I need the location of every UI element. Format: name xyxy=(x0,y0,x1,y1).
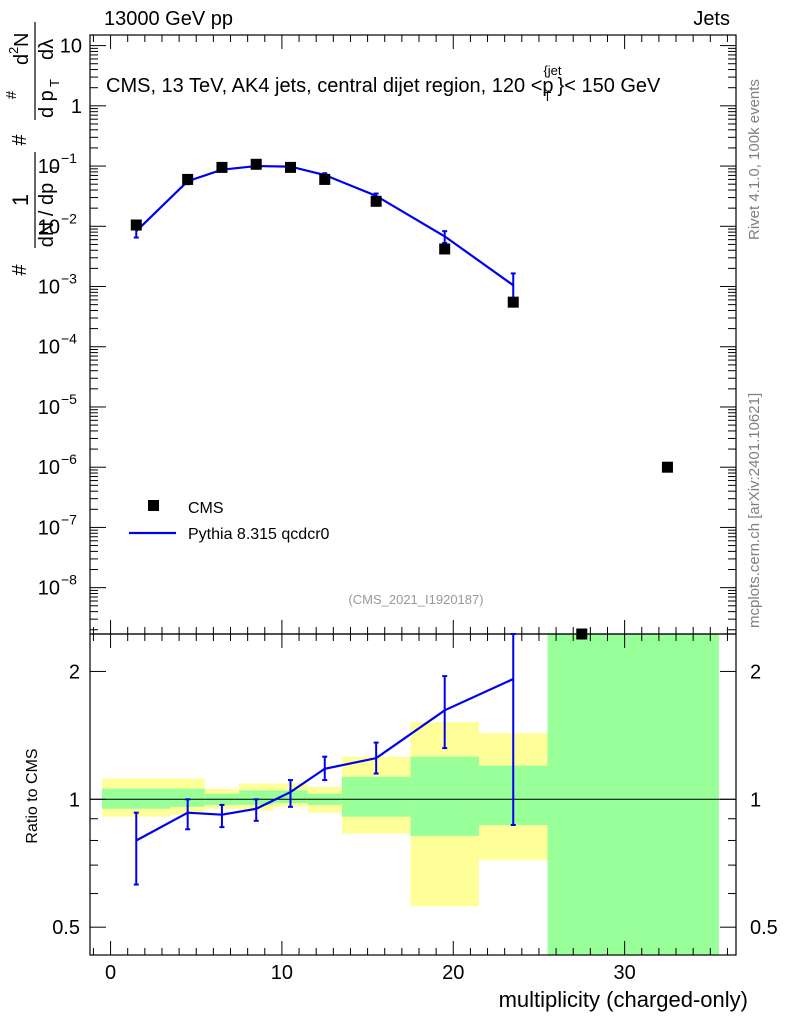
y-tick-label-base: 10 xyxy=(38,578,60,600)
ratio-band-green xyxy=(341,776,411,817)
y-tick-label-exponent: −4 xyxy=(61,331,77,347)
cms-marker xyxy=(284,161,296,173)
y-axis-label-part: N xyxy=(11,33,33,47)
y-axis-label-part: dλ xyxy=(36,39,58,60)
y-tick-label: 10 −7 xyxy=(38,511,77,539)
plot-title: CMS, 13 TeV, AK4 jets, central dijet reg… xyxy=(106,63,661,104)
y-tick-label-exponent: −8 xyxy=(61,572,77,588)
ratio-band-green xyxy=(239,790,274,805)
y-tick-label-base: 10 xyxy=(38,457,60,479)
ratio-band-green xyxy=(547,634,719,955)
analysis-tag: (CMS_2021_I1920187) xyxy=(348,592,483,607)
cms-marker xyxy=(130,219,142,231)
y-tick-label-base: 10 xyxy=(38,156,60,178)
cms-marker xyxy=(507,296,519,308)
x-tick-label: 20 xyxy=(442,962,464,984)
y-tick-label: 1 xyxy=(71,96,82,118)
y-tick-label: 10 −3 xyxy=(38,271,77,299)
y-tick-label-base: 10 xyxy=(38,337,60,359)
x-tick-label: 0 xyxy=(105,962,116,984)
legend-marker-cms xyxy=(148,500,159,511)
cms-marker xyxy=(370,195,382,207)
y-tick-label-exponent: −2 xyxy=(61,210,77,226)
header-right: Jets xyxy=(693,8,730,30)
rivet-label: Rivet 4.1.0, 100k events xyxy=(746,79,763,240)
y-axis-label-part: 2 xyxy=(6,47,21,54)
y-tick-label-base: 10 xyxy=(38,517,60,539)
y-tick-label: 10 −1 xyxy=(38,150,77,178)
cms-marker xyxy=(661,461,673,473)
ratio-y-tick-label-left: 2 xyxy=(69,661,80,683)
ratio-band-green xyxy=(410,756,479,836)
y-tick-label: 10 −5 xyxy=(38,391,77,419)
ratio-y-tick-label-left: 1 xyxy=(69,789,80,811)
y-tick-label-base: 10 xyxy=(38,397,60,419)
ratio-y-tick-label-right: 1 xyxy=(750,789,761,811)
legend: CMS Pythia 8.315 qcdcr0 xyxy=(129,500,330,543)
ratio-y-tick-label-left: 0.5 xyxy=(52,917,80,939)
ratio-band-green xyxy=(101,788,171,809)
y-tick-label: 10 −2 xyxy=(38,210,77,238)
x-axis-label: multiplicity (charged-only) xyxy=(499,987,748,1012)
cms-marker xyxy=(250,158,262,170)
ratio-y-tick-label-right: 2 xyxy=(750,661,761,683)
legend-label-pythia: Pythia 8.315 qcdcr0 xyxy=(188,526,330,543)
y-tick-label: 10 xyxy=(60,36,82,58)
ratio-y-axis-label: Ratio to CMS xyxy=(24,748,41,843)
y-tick-label-exponent: −3 xyxy=(61,271,77,287)
ratio-y-tick-label-right: 0.5 xyxy=(750,917,778,939)
x-tick-label: 30 xyxy=(613,962,635,984)
header-left: 13000 GeV pp xyxy=(104,8,233,30)
y-tick-label: 10 −8 xyxy=(38,572,77,600)
y-tick-label-exponent: −5 xyxy=(61,391,77,407)
y-tick-label-base: 10 xyxy=(60,36,82,58)
ratio-panel-frame xyxy=(89,633,737,956)
mcplots-label: mcplots.cern.ch [arXiv:2401.10621] xyxy=(746,392,763,628)
y-axis-label-part: d xyxy=(11,54,33,65)
y-axis-label-part: dN / dp xyxy=(36,183,58,247)
y-axis-label-part: 1 xyxy=(8,194,33,206)
y-tick-label-exponent: −1 xyxy=(61,150,77,166)
cms-marker xyxy=(439,243,451,255)
y-tick-label: 10 −6 xyxy=(38,451,77,479)
x-tick-label: 10 xyxy=(271,962,293,984)
y-tick-label-base: 1 xyxy=(71,96,82,118)
y-tick-label-exponent: −7 xyxy=(61,511,77,527)
cms-marker xyxy=(216,161,228,173)
cms-marker xyxy=(319,173,331,185)
y-axis-label-part: # xyxy=(3,90,20,99)
cms-marker xyxy=(182,173,194,185)
cms-marker xyxy=(576,628,588,640)
y-axis-label-part: # xyxy=(9,264,31,276)
y-axis-label-part: d p xyxy=(36,90,58,118)
y-tick-label-base: 10 xyxy=(38,277,60,299)
y-tick-label: 10 −4 xyxy=(38,331,77,359)
ratio-band-green xyxy=(170,788,205,807)
y-axis-label-part: T xyxy=(47,79,62,87)
top-panel-frame xyxy=(89,34,737,635)
y-tick-label-exponent: −6 xyxy=(61,451,77,467)
y-tick-label-base: 10 xyxy=(38,216,60,238)
legend-label-cms: CMS xyxy=(188,500,224,517)
y-axis-label-part: T xyxy=(47,164,62,172)
y-axis-label-part: # xyxy=(9,134,31,146)
